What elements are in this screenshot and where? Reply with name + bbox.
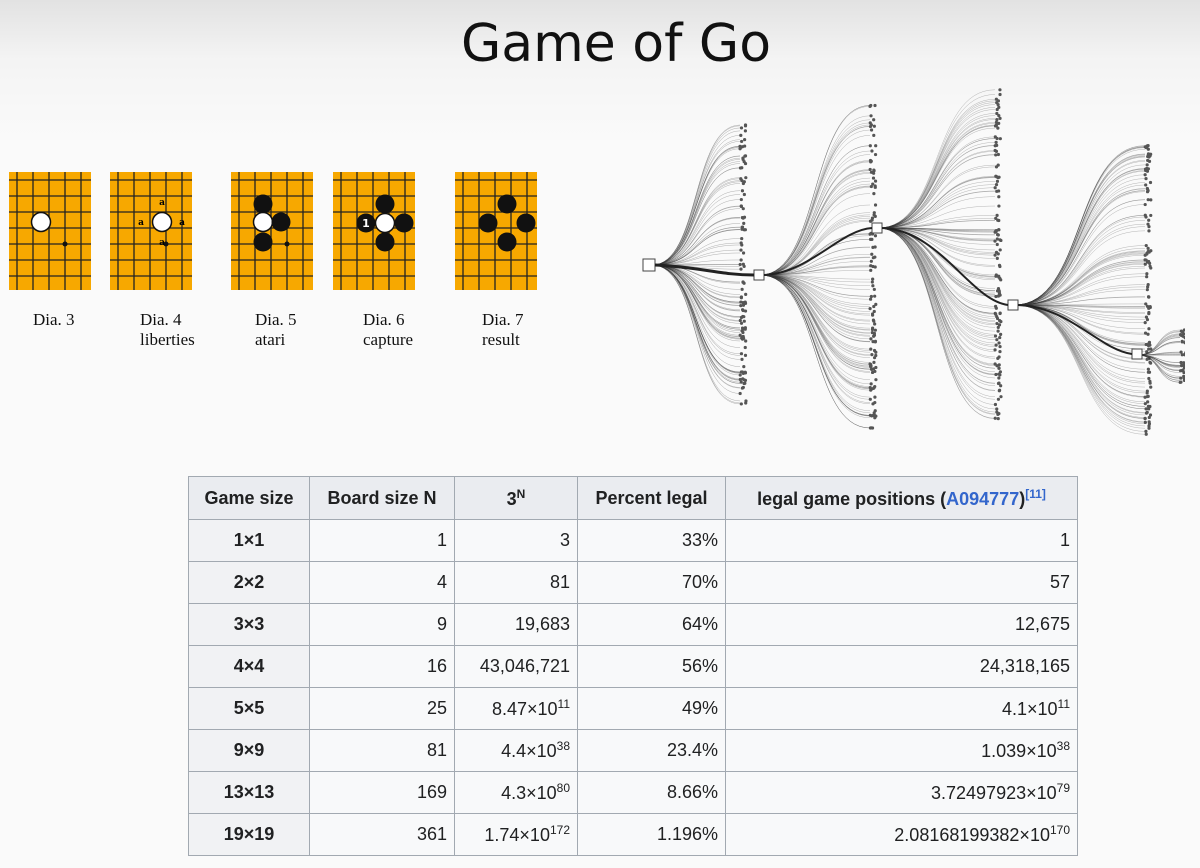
board-dia-3 bbox=[8, 171, 92, 291]
table-row: 19×19 361 1.74×10172 1.196% 2.08168199382×10… bbox=[188, 813, 1078, 856]
cell-percent-legal: 49% bbox=[577, 687, 726, 730]
board-dia-7 bbox=[454, 171, 538, 291]
game-tree-illustration bbox=[642, 88, 1185, 436]
header-board-size: Board size N bbox=[309, 476, 455, 520]
cell-legal-positions: 24,318,165 bbox=[725, 645, 1078, 688]
move-number: 1 bbox=[362, 217, 370, 230]
cell-board-size: 4 bbox=[309, 561, 455, 604]
cell-percent-legal: 23.4% bbox=[577, 729, 726, 772]
cell-game-size: 5×5 bbox=[188, 687, 310, 730]
cell-legal-positions: 4.1×1011 bbox=[725, 687, 1078, 730]
table-header-row: Game size Board size N 3N Percent legal … bbox=[188, 476, 1078, 520]
black-stone bbox=[497, 194, 517, 214]
oeis-link[interactable]: A094777 bbox=[946, 488, 1020, 509]
cell-three-power-n: 4.4×1038 bbox=[454, 729, 578, 772]
black-stone bbox=[253, 232, 273, 252]
header-percent-legal: Percent legal bbox=[577, 476, 726, 520]
black-stone bbox=[497, 232, 517, 252]
black-stone bbox=[375, 232, 395, 252]
dia-caption: Dia. 3 bbox=[33, 310, 75, 329]
cell-percent-legal: 1.196% bbox=[577, 813, 726, 856]
table-row: 2×2 4 81 70% 57 bbox=[188, 561, 1078, 604]
cell-board-size: 81 bbox=[309, 729, 455, 772]
table-row: 5×5 25 8.47×1011 49% 4.1×1011 bbox=[188, 687, 1078, 730]
cell-game-size: 19×19 bbox=[188, 813, 310, 856]
header-three-power-n: 3N bbox=[454, 476, 578, 520]
white-stone bbox=[252, 211, 274, 233]
cell-three-power-n: 8.47×1011 bbox=[454, 687, 578, 730]
cell-board-size: 9 bbox=[309, 603, 455, 646]
cell-legal-positions: 57 bbox=[725, 561, 1078, 604]
cell-three-power-n: 19,683 bbox=[454, 603, 578, 646]
cell-three-power-n: 3 bbox=[454, 519, 578, 562]
cell-three-power-n: 1.74×10172 bbox=[454, 813, 578, 856]
black-stone bbox=[356, 213, 376, 233]
dia-caption: Dia. 4 liberties bbox=[140, 310, 195, 349]
black-stone bbox=[375, 194, 395, 214]
board-dia-4: a a a a bbox=[109, 171, 193, 291]
cell-game-size: 3×3 bbox=[188, 603, 310, 646]
header-game-size: Game size bbox=[188, 476, 310, 520]
cell-game-size: 1×1 bbox=[188, 519, 310, 562]
liberty-mark: a bbox=[159, 238, 165, 248]
liberty-mark: a bbox=[179, 218, 185, 228]
cell-percent-legal: 64% bbox=[577, 603, 726, 646]
cell-legal-positions: 1.039×1038 bbox=[725, 729, 1078, 772]
board-dia-6: 1 bbox=[332, 171, 416, 291]
liberty-mark: a bbox=[159, 198, 165, 208]
cell-legal-positions: 12,675 bbox=[725, 603, 1078, 646]
cell-board-size: 169 bbox=[309, 771, 455, 814]
go-positions-table: Game size Board size N 3N Percent legal … bbox=[188, 476, 1078, 856]
table-row: 4×4 16 43,046,721 56% 24,318,165 bbox=[188, 645, 1078, 688]
cell-three-power-n: 81 bbox=[454, 561, 578, 604]
cell-percent-legal: 33% bbox=[577, 519, 726, 562]
cell-board-size: 1 bbox=[309, 519, 455, 562]
header-legal-positions: legal game positions (A094777)[11] bbox=[725, 476, 1078, 520]
go-boards: a a a a 1 bbox=[8, 171, 538, 291]
dia-caption: Dia. 5 atari bbox=[255, 310, 297, 349]
cell-game-size: 13×13 bbox=[188, 771, 310, 814]
white-stone bbox=[374, 212, 396, 234]
go-diagrams: a a a a 1 bbox=[0, 0, 600, 450]
cell-board-size: 25 bbox=[309, 687, 455, 730]
table-row: 13×13 169 4.3×1080 8.66% 3.72497923×1079 bbox=[188, 771, 1078, 814]
cell-board-size: 16 bbox=[309, 645, 455, 688]
reference-link[interactable]: [11] bbox=[1025, 486, 1046, 501]
cell-game-size: 4×4 bbox=[188, 645, 310, 688]
table-body: 1×1 1 3 33% 1 2×2 4 81 70% 57 3×3 9 19,683 64% 12,675 4… bbox=[188, 519, 1078, 856]
liberty-mark: a bbox=[138, 218, 144, 228]
board-dia-5 bbox=[230, 171, 314, 291]
black-stone bbox=[516, 213, 536, 233]
dia-caption: Dia. 7 result bbox=[482, 310, 524, 349]
white-stone bbox=[30, 211, 52, 233]
black-stone bbox=[394, 213, 414, 233]
cell-game-size: 2×2 bbox=[188, 561, 310, 604]
table-row: 9×9 81 4.4×1038 23.4% 1.039×1038 bbox=[188, 729, 1078, 772]
cell-legal-positions: 3.72497923×1079 bbox=[725, 771, 1078, 814]
table-row: 3×3 9 19,683 64% 12,675 bbox=[188, 603, 1078, 646]
slide-title: Game of Go bbox=[460, 14, 772, 74]
black-stone bbox=[478, 213, 498, 233]
white-stone bbox=[151, 211, 173, 233]
black-stone bbox=[271, 212, 291, 232]
black-stone bbox=[253, 194, 273, 214]
dia-caption: Dia. 6 capture bbox=[363, 310, 414, 349]
cell-percent-legal: 56% bbox=[577, 645, 726, 688]
cell-percent-legal: 8.66% bbox=[577, 771, 726, 814]
cell-legal-positions: 1 bbox=[725, 519, 1078, 562]
cell-game-size: 9×9 bbox=[188, 729, 310, 772]
cell-three-power-n: 4.3×1080 bbox=[454, 771, 578, 814]
table-row: 1×1 1 3 33% 1 bbox=[188, 519, 1078, 562]
cell-board-size: 361 bbox=[309, 813, 455, 856]
cell-percent-legal: 70% bbox=[577, 561, 726, 604]
cell-three-power-n: 43,046,721 bbox=[454, 645, 578, 688]
cell-legal-positions: 2.08168199382×10170 bbox=[725, 813, 1078, 856]
